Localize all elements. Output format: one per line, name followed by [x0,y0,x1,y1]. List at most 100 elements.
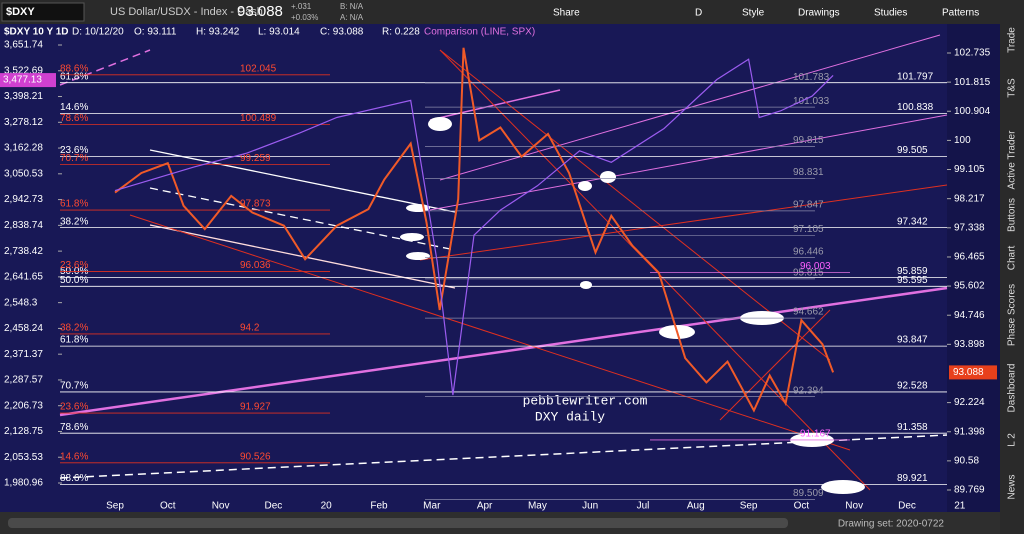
symbol-box[interactable] [1,2,85,22]
chart-title: $DXY 10 Y 1D [4,27,69,38]
trendline [59,49,151,86]
fib-label: 14.6% [60,451,88,462]
chart-area [0,24,1000,512]
watermark-site: pebblewriter.com [523,393,648,408]
level-label: 101.783 [793,72,830,83]
y-tick-label: 91.398 [954,426,985,437]
y-tick-label: 99.105 [954,164,985,175]
y-tick-label: 2,641.65 [4,272,43,283]
trendline [129,214,851,451]
x-tick-label: Oct [160,501,176,512]
y-tick-label: 3,050.53 [4,168,43,179]
marker [580,281,592,289]
symbol[interactable]: $DXY [6,6,35,18]
price-axis [947,24,1000,512]
level-label: 99.259 [240,153,271,164]
period-button[interactable]: D [695,8,702,19]
x-tick-label: Nov [845,501,863,512]
y-tick-label: 92.224 [954,397,985,408]
y-tick-label: 98.217 [954,193,985,204]
sidebar-tab[interactable]: Chart [1007,246,1018,271]
level-label: 89.509 [793,488,824,499]
drawings-button[interactable]: Drawings [798,8,840,19]
x-tick-label: Apr [477,501,493,512]
y-tick-label: 3,651.74 [4,40,43,51]
sidebar-tab[interactable]: L 2 [1007,433,1018,447]
y-tick-label: 2,942.73 [4,194,43,205]
style-button[interactable]: Style [742,8,765,19]
level-label: 91.167 [800,429,831,440]
marker [428,117,452,131]
y-tick-label: 2,838.74 [4,220,43,231]
fib-label: 70.7% [60,381,88,392]
trendline [149,149,456,213]
level-label: 100.489 [240,113,277,124]
sidebar-tab[interactable]: News [1007,474,1018,499]
x-tick-label: Dec [265,501,283,512]
share-button[interactable]: Share [553,8,580,19]
level-label: 95.859 [897,266,928,277]
date: D: 10/12/20 [72,27,124,38]
level-label: 98.831 [793,167,824,178]
fib-label: 78.6% [60,422,88,433]
x-tick-label: Jun [582,501,598,512]
marker [600,171,616,183]
level-label: 92.394 [793,385,824,396]
x-tick-label: Dec [898,501,916,512]
sidebar-tab[interactable]: Active Trader [1007,130,1018,190]
fib-label: 50.0% [60,275,88,286]
y-tick-label: 97.338 [954,222,985,233]
level-label: 92.528 [897,381,928,392]
range: R: 0.228 [382,27,420,38]
fib-label: 61.8% [60,335,88,346]
y-tick-label: 2,128.75 [4,426,43,437]
series-line [114,47,835,413]
y-tick-label: 95.602 [954,281,985,292]
fib-label: 88.6% [60,473,88,484]
fib-label: 23.6% [60,402,88,413]
y-tick-label: 3,398.21 [4,91,43,102]
marker [406,252,430,260]
x-tick-label: May [528,501,547,512]
sidebar-tab[interactable]: T&S [1007,78,1018,98]
trendline [59,286,948,417]
change-pct: +0.03% [291,13,318,22]
sidebar-tab[interactable]: Phase Scores [1007,284,1018,346]
fib-label: 38.2% [60,216,88,227]
level-label: 96.036 [240,260,271,271]
y-tick-label: 2,738.42 [4,246,43,257]
y-tick-label: 90.58 [954,456,979,467]
trendline [59,434,948,479]
studies-button[interactable]: Studies [874,8,907,19]
level-label: 96.003 [800,261,831,272]
x-tick-label: Sep [106,501,124,512]
marker [400,233,424,241]
spx-last-badge [0,73,56,88]
sidebar-tab[interactable]: Trade [1007,27,1018,53]
bid: B: N/A [340,2,364,11]
sidebar-tab[interactable]: Dashboard [1007,364,1018,413]
patterns-button[interactable]: Patterns [942,8,979,19]
sidebar-tab[interactable]: Buttons [1007,198,1018,232]
drawing-set: Drawing set: 2020-0722 [838,519,945,530]
y-tick-label: 89.769 [954,485,985,496]
trendline [719,309,831,421]
y-tick-label: 94.746 [954,310,985,321]
scrollbar[interactable] [8,518,788,528]
level-label: 97.342 [897,216,928,227]
change: +.031 [291,2,312,11]
level-label: 99.815 [793,135,824,146]
spx-last-label: 3,477.13 [3,75,42,86]
y-tick-label: 3,162.28 [4,143,43,154]
open: O: 93.111 [134,27,177,38]
trendline [429,114,948,211]
fib-label: 88.6% [60,63,88,74]
level-label: 95.595 [897,275,928,286]
fib-label: 14.6% [60,102,88,113]
level-label: 97.105 [793,224,824,235]
level-label: 101.797 [897,71,934,82]
x-tick-label: Feb [370,501,388,512]
y-tick-label: 2,458.24 [4,323,43,334]
